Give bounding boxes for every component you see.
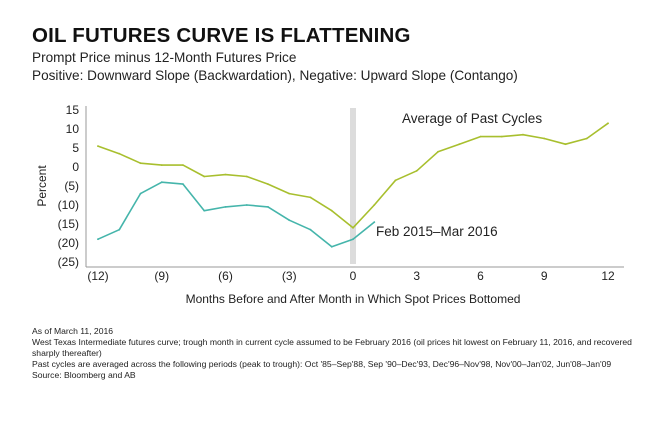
data-point [224,173,227,176]
data-point [267,206,269,208]
footnote-periods: Past cycles are averaged across the foll… [32,359,612,369]
x-tick-label: 3 [413,269,420,283]
data-point [182,183,184,186]
x-tick-label: 12 [601,269,615,283]
data-point [97,238,99,241]
data-point [203,209,206,212]
x-axis-title: Months Before and After Month in Which S… [186,292,521,306]
series-label-current: Feb 2015–Mar 2016 [376,224,498,239]
footnote-date: As of March 11, 2016 [32,326,114,336]
data-point [309,196,312,199]
data-point [203,175,206,178]
data-point [330,245,333,248]
current-cycle-line [97,181,376,248]
data-point [139,162,142,165]
data-point [458,143,461,146]
data-point [564,143,567,146]
data-point [437,150,439,153]
footnote-method: West Texas Intermediate futures curve; t… [32,337,632,358]
data-point [139,192,142,195]
data-point [182,164,184,167]
footnote-source: Source: Bloomberg and AB [32,370,136,380]
data-point [245,204,248,206]
data-point [224,206,227,208]
data-point [330,209,333,212]
x-tick-label: (3) [282,269,297,283]
data-point [288,192,291,195]
trough-month-band [350,108,356,264]
y-tick-label: (10) [58,198,79,212]
x-tick-label: 6 [477,269,484,283]
data-point [309,228,312,231]
data-point [288,219,291,222]
chart-subtitle-secondary: Positive: Downward Slope (Backwardation)… [32,68,518,83]
data-point [607,122,609,125]
data-point [522,133,524,136]
y-axis-title: Percent [35,165,49,207]
y-tick-label: 10 [66,122,80,136]
footnotes: As of March 11, 2016 West Texas Intermed… [32,326,632,381]
y-tick-label: (20) [58,236,79,250]
data-point [352,226,354,229]
x-tick-label: (6) [218,269,233,283]
x-tick-label: 9 [541,269,548,283]
x-tick-label: (9) [154,269,169,283]
data-point [160,181,163,184]
y-tick-label: 0 [72,160,79,174]
data-point [373,221,376,224]
y-tick-label: 15 [66,103,80,117]
data-point [394,179,397,182]
data-point [479,135,482,138]
data-point [500,135,503,138]
y-tick-label: 5 [72,141,79,155]
chart-subtitle: Prompt Price minus 12-Month Futures Pric… [32,50,297,65]
y-tick-label: (25) [58,255,79,269]
y-tick-label: (5) [64,179,79,193]
x-tick-label: (12) [87,269,108,283]
series-label-average: Average of Past Cycles [402,111,542,126]
data-point [415,169,418,172]
data-point [245,175,248,178]
data-point [352,238,354,241]
x-tick-label: 0 [350,269,357,283]
data-point [118,228,121,231]
data-point [543,137,546,140]
data-point [160,164,163,167]
data-point [373,204,376,206]
data-point [118,152,121,155]
data-point [97,145,99,148]
chart-title: OIL FUTURES CURVE IS FLATTENING [32,24,411,47]
data-point [585,137,588,140]
data-point [267,183,269,186]
y-tick-label: (15) [58,217,79,231]
